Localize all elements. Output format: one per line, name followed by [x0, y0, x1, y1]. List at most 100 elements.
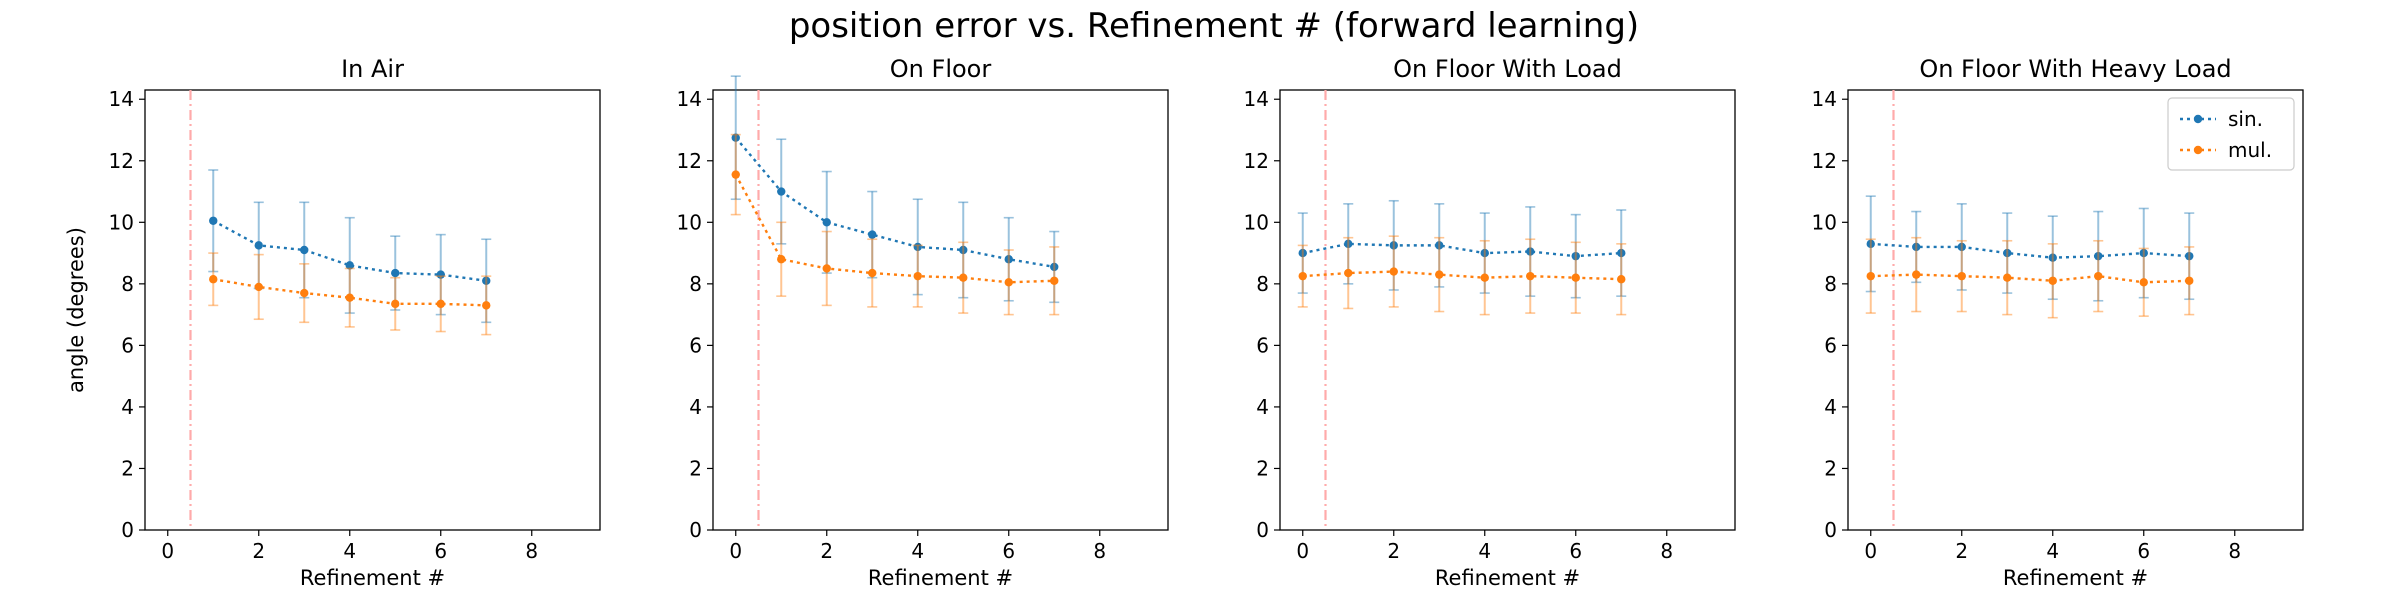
panel-title: On Floor: [890, 55, 992, 83]
y-tick-label: 6: [689, 333, 702, 357]
y-tick-label: 4: [121, 395, 134, 419]
panel-title: In Air: [341, 55, 404, 83]
x-tick-label: 4: [343, 539, 356, 563]
series-mul: [1865, 236, 2195, 319]
legend-marker: [2193, 145, 2203, 155]
y-tick-label: 6: [1824, 333, 1837, 357]
data-point: [345, 293, 354, 302]
data-point: [1480, 248, 1489, 258]
x-tick-label: 6: [1569, 539, 1582, 563]
data-point: [2048, 253, 2057, 262]
data-point: [1617, 248, 1626, 258]
data-point: [1298, 271, 1307, 281]
data-point: [1526, 271, 1535, 281]
data-point: [482, 276, 491, 285]
series-line: [734, 136, 1055, 269]
y-tick-label: 0: [1824, 518, 1837, 542]
axes-frame: [1279, 89, 1736, 531]
data-point: [1435, 241, 1444, 250]
y-tick-label: 10: [1812, 210, 1837, 234]
y-tick-label: 2: [689, 456, 702, 480]
y-tick-label: 14: [1812, 87, 1837, 111]
y-tick-label: 14: [1244, 87, 1269, 111]
data-point: [822, 218, 831, 227]
x-tick-label: 2: [820, 539, 833, 563]
data-point: [1617, 275, 1626, 284]
data-point: [2185, 251, 2194, 261]
x-tick-label: 8: [2228, 539, 2241, 563]
data-point: [254, 282, 263, 292]
data-point: [1866, 271, 1875, 281]
data-point: [482, 301, 491, 310]
panel-title: On Floor With Load: [1393, 55, 1622, 83]
data-point: [1526, 247, 1535, 256]
panels: 0 2 4 6 8 0 2 4 6 8 10 12 14 In Air Refinement # angle …: [64, 55, 2304, 590]
y-tick-label: 2: [1824, 456, 1837, 480]
axes-frame: [1847, 89, 2304, 531]
x-axis-label: Refinement #: [300, 566, 445, 590]
axes-frame: [712, 89, 1169, 531]
y-tick-label: 4: [1256, 395, 1269, 419]
series-line: [1302, 242, 1622, 258]
y-tick-label: 14: [109, 87, 134, 111]
data-point: [2185, 276, 2194, 285]
y-tick-label: 6: [1256, 333, 1269, 357]
figure-title: position error vs. Refinement # (forward…: [789, 6, 1639, 46]
series-line: [1870, 273, 2190, 284]
y-tick-label: 2: [121, 456, 134, 480]
panel-1: 0 2 4 6 8 0 2 4 6 8 10 12 14 In Air Refinement # angle …: [64, 55, 601, 590]
data-point: [1050, 276, 1059, 285]
x-axis-label: Refinement #: [868, 566, 1013, 590]
data-point: [2094, 271, 2103, 281]
y-tick-label: 4: [1824, 395, 1837, 419]
legend-label: mul.: [2228, 138, 2272, 162]
data-point: [959, 245, 968, 255]
x-tick-label: 0: [161, 539, 174, 563]
data-point: [1866, 239, 1875, 249]
y-tick-label: 10: [677, 210, 702, 234]
data-point: [777, 187, 786, 196]
data-point: [959, 273, 968, 282]
data-point: [913, 242, 922, 252]
data-point: [913, 271, 922, 281]
x-tick-label: 2: [1387, 539, 1400, 563]
data-point: [1004, 278, 1013, 287]
data-point: [731, 133, 740, 142]
legend-marker: [2193, 114, 2203, 124]
data-point: [436, 270, 445, 279]
y-tick-label: 8: [121, 272, 134, 296]
data-point: [2003, 273, 2012, 282]
y-tick-label: 12: [1244, 149, 1269, 173]
data-point: [1571, 273, 1580, 282]
data-point: [1571, 251, 1580, 261]
data-point: [777, 255, 786, 264]
x-tick-label: 2: [252, 539, 265, 563]
data-point: [1435, 270, 1444, 279]
x-tick-label: 4: [1478, 539, 1491, 563]
legend: sin. mul.: [2167, 97, 2295, 171]
data-point: [2094, 251, 2103, 261]
data-point: [300, 288, 309, 298]
y-tick-label: 6: [121, 333, 134, 357]
data-point: [345, 261, 354, 270]
series-mul: [1297, 235, 1627, 316]
data-point: [300, 245, 309, 255]
data-point: [209, 216, 218, 225]
axes-frame: [144, 89, 601, 531]
x-axis-label: Refinement #: [2003, 566, 2148, 590]
y-tick-label: 0: [121, 518, 134, 542]
data-point: [1912, 270, 1921, 279]
x-axis-label: Refinement #: [1435, 566, 1580, 590]
data-point: [1912, 242, 1921, 252]
data-point: [1298, 248, 1307, 258]
y-axis-label: angle (degrees): [64, 227, 88, 393]
x-tick-label: 4: [911, 539, 924, 563]
y-tick-label: 12: [677, 149, 702, 173]
y-tick-label: 2: [1256, 456, 1269, 480]
data-point: [2139, 278, 2148, 287]
y-tick-label: 0: [689, 518, 702, 542]
data-point: [391, 268, 400, 278]
series-line: [1870, 242, 2190, 259]
data-point: [436, 299, 445, 309]
